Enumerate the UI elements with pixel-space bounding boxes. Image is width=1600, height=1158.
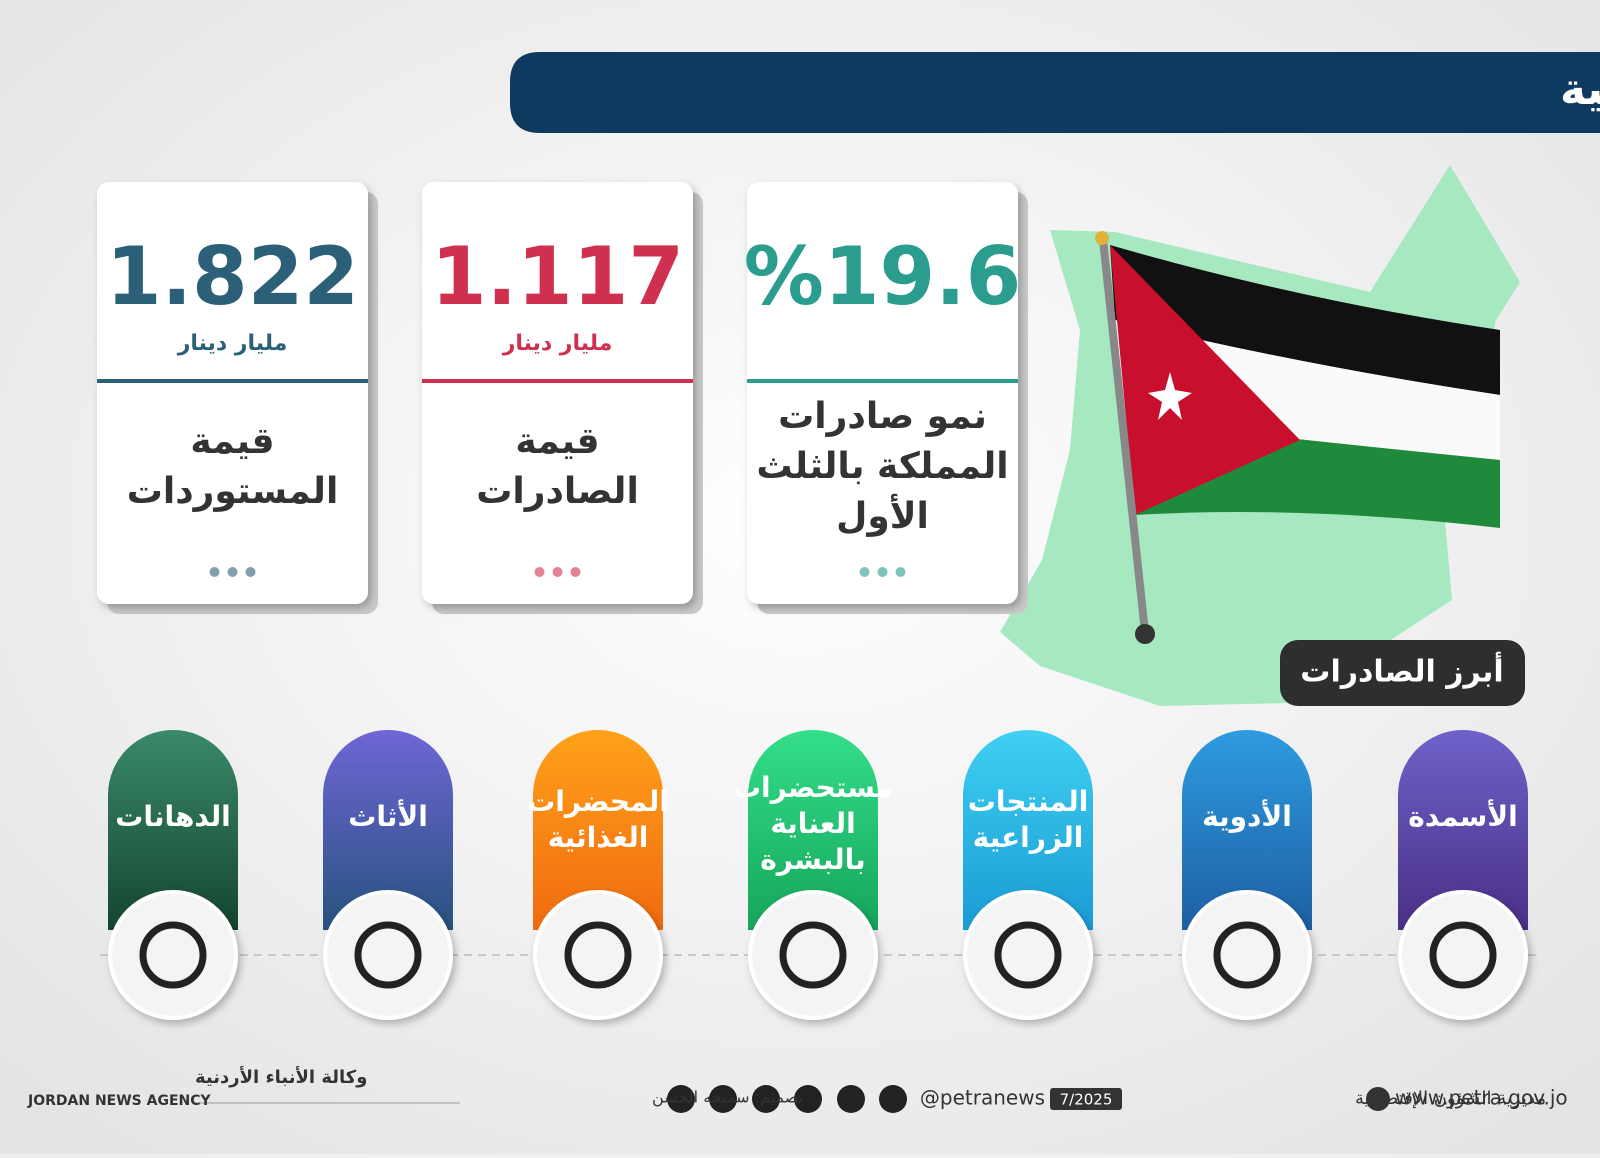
icon [994,921,1062,989]
export-label: مستحضرات [733,771,893,804]
exports-title-pill [1280,640,1525,706]
dot [877,567,888,577]
export-pill [108,730,238,930]
icon-circle [533,890,663,1020]
stat-value: 1.822 [106,230,359,323]
export-pill [963,730,1093,930]
title-bar [510,52,1600,133]
footer-text: JORDAN NEWS AGENCY [27,1093,211,1109]
card [422,182,693,604]
social-icons [667,1085,1390,1113]
dot [227,567,238,577]
dot [895,567,906,577]
title: الأردن يحقق فائضا تجاريا مع 10 دول عربية [1560,62,1600,115]
stat-value: 1.117 [431,230,684,323]
export-pill [1182,730,1312,930]
exports-title: أبرز الصادرات [1300,652,1503,690]
export-pill [323,730,453,930]
icon-circle [963,890,1093,1020]
footer-text: تصميم: سميحه الحسن [652,1088,803,1108]
export-pill [533,730,663,930]
export-pill [748,730,878,930]
dot [570,567,581,577]
icon [779,921,847,989]
export-label: العناية [770,807,855,840]
export-label: الدهانات [115,800,230,833]
footer-text: www.petra.gov.jo [1395,1086,1568,1110]
dot [552,567,563,577]
stat-unit: مليار دينار [502,331,613,356]
stat-label: نمو صادرات [778,396,987,437]
export-label: الأدوية [1202,799,1292,833]
export-label: بالبشرة [760,843,865,876]
icon-circle [748,890,878,1020]
export-label: الغذائية [548,821,649,854]
stat-label: الأول [836,493,929,537]
icon-circle [323,890,453,1020]
card [97,182,368,604]
dot [534,567,545,577]
icon [1213,921,1281,989]
stat-label: الصادرات [476,471,639,512]
map-flag [1000,165,1520,706]
dot [209,567,220,577]
export-label: الأسمدة [1408,799,1517,833]
dot [859,567,870,577]
footer-text: @petranews [920,1086,1045,1110]
footer-text: وكالة الأنباء الأردنية [195,1066,367,1088]
stat-label: المملكة بالثلث [756,446,1008,487]
stat-unit: مليار دينار [177,331,288,356]
export-pill [1398,730,1528,930]
export-label: الزراعية [973,821,1084,854]
icon [139,921,207,989]
stat-label: قيمة [190,421,274,462]
icon [1429,921,1497,989]
dot [245,567,256,577]
stat-label: قيمة [515,421,599,462]
icon [354,921,422,989]
icon-circle [1182,890,1312,1020]
footer-text: 7/2025 [1060,1091,1113,1109]
date-badge [1050,1088,1122,1110]
footer-text: مديرية الشؤون الإقتصادية [1355,1088,1546,1109]
export-label: الأثاث [348,799,428,833]
export-label: المحضرات [527,785,669,818]
stat-label: المستوردات [127,471,339,512]
icon-circle [108,890,238,1020]
stat-value: %19.6 [744,230,1022,323]
export-label: المنتجات [968,785,1089,818]
card [747,182,1018,604]
icon-circle [1398,890,1528,1020]
icon [564,921,632,989]
